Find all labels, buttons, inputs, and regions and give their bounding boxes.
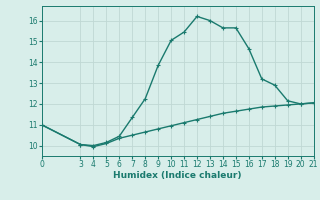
- X-axis label: Humidex (Indice chaleur): Humidex (Indice chaleur): [113, 171, 242, 180]
